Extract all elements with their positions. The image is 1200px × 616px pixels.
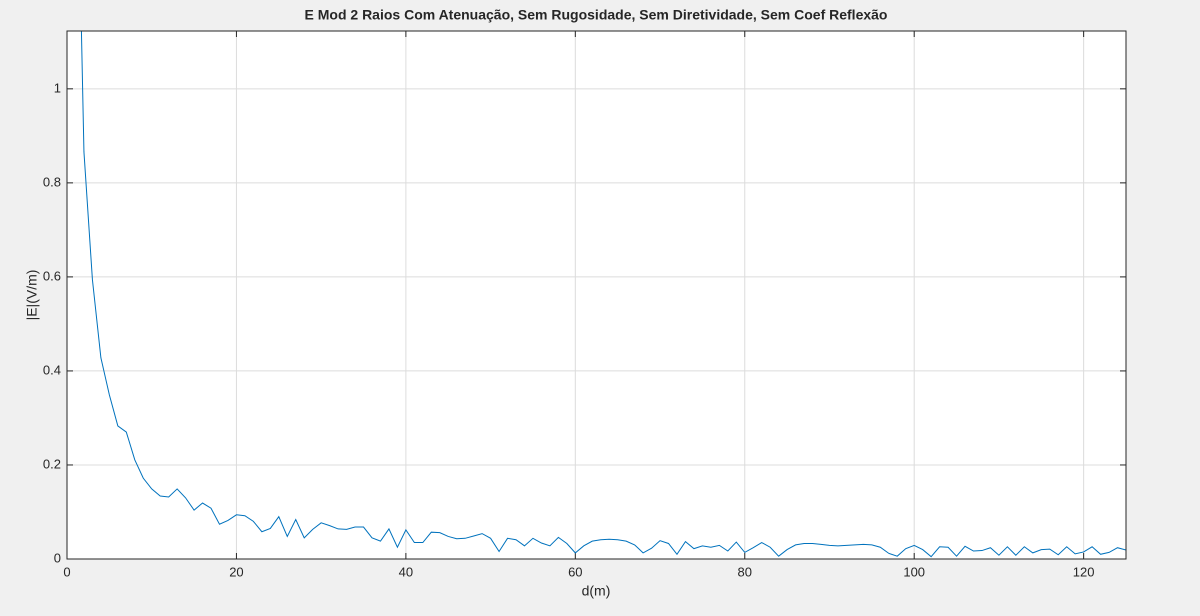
x-tick-label: 100 [903, 564, 925, 579]
x-tick-label: 0 [63, 564, 70, 579]
axes-box [66, 30, 1127, 560]
plot-area [67, 31, 1126, 559]
x-tick-label: 120 [1073, 564, 1095, 579]
y-tick-label: 0.2 [43, 456, 61, 471]
y-tick-label: 0.8 [43, 174, 61, 189]
y-tick-label: 0.6 [43, 268, 61, 283]
y-axis-label: |E|(V/m) [24, 270, 40, 321]
x-tick-label: 40 [399, 564, 413, 579]
x-axis-label: d(m) [582, 583, 611, 599]
y-tick-label: 0.4 [43, 362, 61, 377]
plot-lines [80, 31, 1126, 558]
chart-title: E Mod 2 Raios Com Atenuação, Sem Rugosid… [305, 7, 888, 23]
x-tick-label: 80 [738, 564, 752, 579]
y-tick-label: 0 [54, 550, 61, 565]
x-tick-label: 60 [568, 564, 582, 579]
data-line [80, 31, 1126, 558]
x-tick-label: 20 [229, 564, 243, 579]
y-tick-label: 1 [54, 80, 61, 95]
